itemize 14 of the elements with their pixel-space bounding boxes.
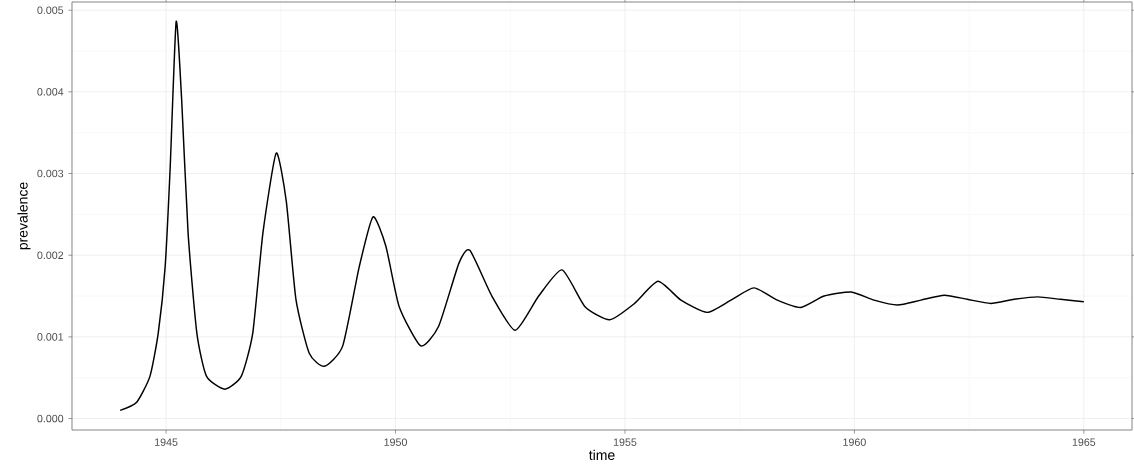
x-tick-label: 1960 (843, 438, 866, 446)
line-series (119, 20, 1085, 412)
y-tick-label: 0.000 (37, 414, 64, 423)
y-axis-title: prevalence (17, 182, 31, 250)
y-tick-label: 0.003 (37, 169, 64, 178)
y-tick-label: 0.004 (37, 88, 64, 96)
x-tick-label: 1950 (384, 438, 407, 446)
x-tick-label: 1965 (1072, 438, 1096, 446)
x-tick-label: 1945 (155, 438, 178, 446)
y-tick-label: 0.005 (37, 6, 64, 14)
y-tick-label: 0.001 (37, 333, 64, 341)
x-tick-label: 1955 (613, 438, 637, 446)
y-tick-label: 0.002 (37, 251, 64, 259)
x-axis-title: time (588, 449, 615, 461)
